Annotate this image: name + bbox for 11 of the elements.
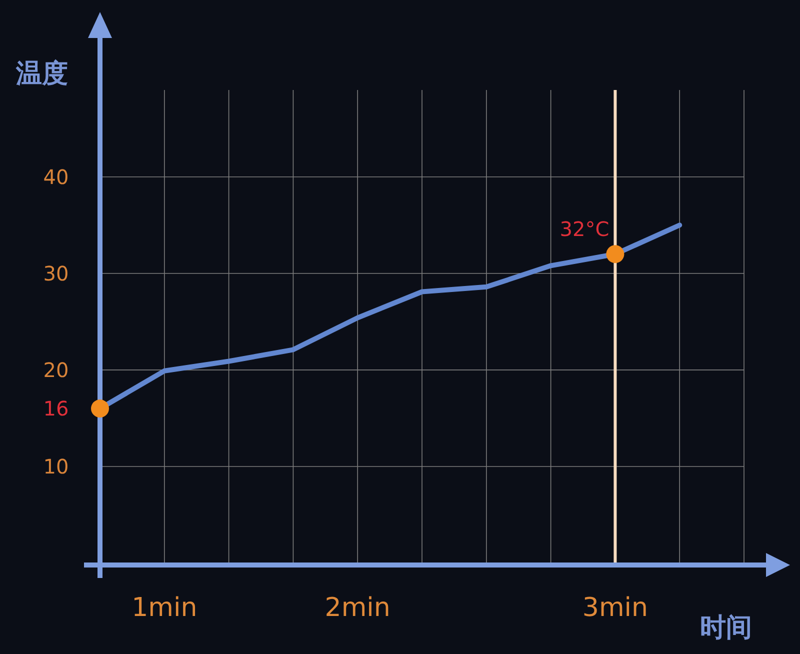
- data-label: 16: [43, 396, 69, 421]
- y-axis-title: 温度: [15, 59, 68, 89]
- x-tick-label: 1min: [132, 593, 198, 623]
- y-tick-label: 20: [43, 358, 69, 382]
- x-tick-label: 2min: [324, 593, 390, 623]
- y-tick-label: 30: [43, 261, 69, 286]
- data-label: 32°C: [560, 217, 610, 242]
- x-axis-title: 时间: [700, 613, 752, 643]
- x-tick-label: 3min: [582, 593, 648, 623]
- y-tick-label: 10: [43, 454, 69, 478]
- y-tick-label: 40: [43, 164, 69, 189]
